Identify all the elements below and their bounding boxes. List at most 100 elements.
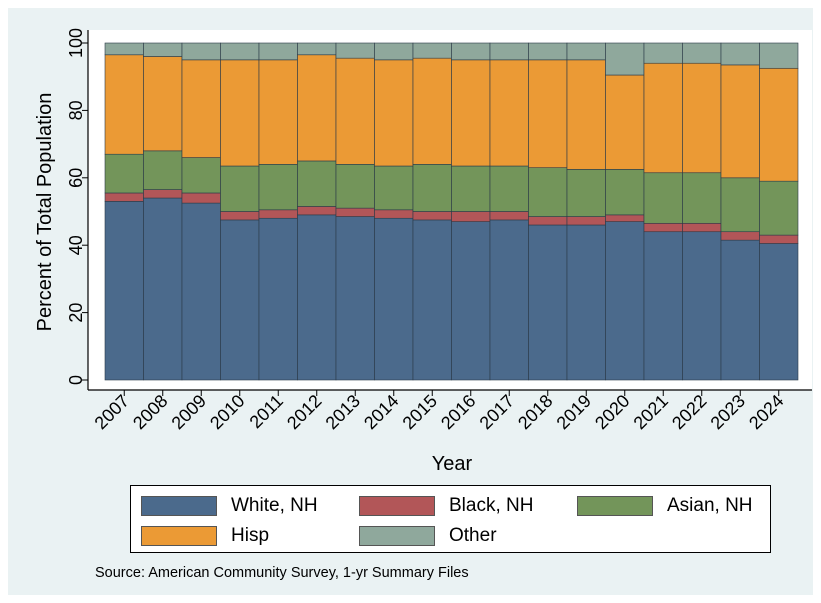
legend-label-other: Other	[449, 525, 497, 546]
legend-label-hisp: Hisp	[231, 525, 270, 546]
bar-hisp-2021	[643, 62, 683, 174]
x-tick-label-2012: 2012	[283, 391, 325, 433]
bar-white-nh-2020	[605, 221, 645, 381]
bar-other-2018	[528, 42, 568, 61]
legend-item-hisp: Hisp	[141, 524, 269, 548]
bar-black-nh-2018	[528, 216, 568, 226]
legend-swatch-black	[359, 496, 435, 516]
bar-asian-nh-2024	[759, 180, 799, 236]
bar-other-2016	[451, 42, 491, 61]
bar-asian-nh-2012	[297, 160, 337, 207]
bar-hisp-2019	[566, 59, 606, 170]
bar-other-2019	[566, 42, 606, 61]
legend-item-asian: Asian, NH	[577, 494, 753, 518]
bar-white-nh-2023	[720, 239, 760, 381]
bar-black-nh-2024	[759, 234, 799, 244]
legend-swatch-asian	[577, 496, 653, 516]
bar-asian-nh-2009	[181, 157, 221, 194]
bar-hisp-2015	[412, 57, 452, 165]
x-tick-label-2016: 2016	[437, 391, 479, 433]
x-tick-label-2019: 2019	[553, 391, 595, 433]
legend-item-black: Black, NH	[359, 494, 533, 518]
x-tick-label-2014: 2014	[360, 391, 402, 433]
bar-white-nh-2014	[374, 217, 414, 381]
bar-white-nh-2012	[297, 214, 337, 381]
x-tick-label-2007: 2007	[91, 391, 133, 433]
y-tick-label-40: 40	[66, 235, 86, 255]
x-tick-label-2024: 2024	[745, 391, 787, 433]
bar-other-2021	[643, 42, 683, 64]
source-note: Source: American Community Survey, 1-yr …	[95, 565, 469, 581]
bar-other-2020	[605, 42, 645, 76]
bar-asian-nh-2023	[720, 177, 760, 233]
bar-white-nh-2009	[181, 202, 221, 381]
bar-black-nh-2007	[104, 192, 144, 202]
bar-black-nh-2011	[258, 209, 298, 219]
bar-hisp-2023	[720, 64, 760, 179]
bar-other-2017	[489, 42, 529, 61]
bar-black-nh-2023	[720, 231, 760, 241]
bar-other-2011	[258, 42, 298, 61]
bar-black-nh-2010	[220, 211, 260, 221]
x-tick-label-2011: 2011	[246, 391, 288, 433]
bar-white-nh-2013	[335, 216, 375, 381]
bar-other-2013	[335, 42, 375, 59]
bar-hisp-2024	[759, 67, 799, 182]
bar-white-nh-2015	[412, 219, 452, 381]
y-tick-label-60: 60	[66, 168, 86, 188]
bar-black-nh-2008	[143, 189, 183, 199]
bar-asian-nh-2017	[489, 165, 529, 212]
bar-other-2010	[220, 42, 260, 61]
bar-black-nh-2019	[566, 216, 606, 226]
bar-white-nh-2008	[143, 197, 183, 381]
x-tick-label-2017: 2017	[476, 391, 518, 433]
bar-black-nh-2022	[682, 222, 722, 233]
x-axis-label: Year	[432, 453, 473, 475]
y-tick-label-20: 20	[66, 303, 86, 323]
bar-black-nh-2017	[489, 211, 529, 221]
x-tick-label-2008: 2008	[129, 391, 171, 433]
bar-asian-nh-2016	[451, 165, 491, 212]
x-tick-label-2020: 2020	[591, 391, 633, 433]
bar-white-nh-2024	[759, 243, 799, 381]
bar-asian-nh-2010	[220, 165, 260, 212]
bar-white-nh-2010	[220, 219, 260, 381]
legend-label-white: White, NH	[231, 495, 318, 516]
bar-other-2008	[143, 42, 183, 57]
bar-asian-nh-2018	[528, 167, 568, 217]
legend-item-white: White, NH	[141, 494, 318, 518]
bar-white-nh-2021	[643, 231, 683, 381]
legend-swatch-white	[141, 496, 217, 516]
x-tick-label-2022: 2022	[668, 391, 710, 433]
bar-black-nh-2021	[643, 222, 683, 233]
y-axis-label: Percent of Total Population	[34, 93, 56, 332]
bar-hisp-2014	[374, 59, 414, 167]
bar-other-2022	[682, 42, 722, 64]
y-tick-label-0: 0	[66, 375, 86, 385]
y-tick-label-80: 80	[66, 100, 86, 120]
x-tick-label-2018: 2018	[514, 391, 556, 433]
bar-hisp-2017	[489, 59, 529, 167]
x-tick-label-2013: 2013	[322, 391, 364, 433]
bar-black-nh-2016	[451, 211, 491, 222]
bar-asian-nh-2022	[682, 172, 722, 224]
bar-asian-nh-2013	[335, 164, 375, 209]
bar-asian-nh-2019	[566, 169, 606, 217]
bar-asian-nh-2011	[258, 164, 298, 211]
bar-hisp-2018	[528, 59, 568, 168]
bar-hisp-2022	[682, 62, 722, 174]
x-tick-label-2015: 2015	[399, 391, 441, 433]
bar-hisp-2020	[605, 74, 645, 170]
legend-label-asian: Asian, NH	[667, 495, 753, 516]
x-tick-label-2021: 2021	[630, 391, 672, 433]
x-tick-label-2023: 2023	[707, 391, 749, 433]
bar-other-2009	[181, 42, 221, 61]
bar-hisp-2010	[220, 59, 260, 167]
bar-hisp-2016	[451, 59, 491, 167]
bar-asian-nh-2015	[412, 164, 452, 212]
bar-asian-nh-2007	[104, 153, 144, 194]
bar-other-2007	[104, 42, 144, 56]
bar-hisp-2011	[258, 59, 298, 165]
